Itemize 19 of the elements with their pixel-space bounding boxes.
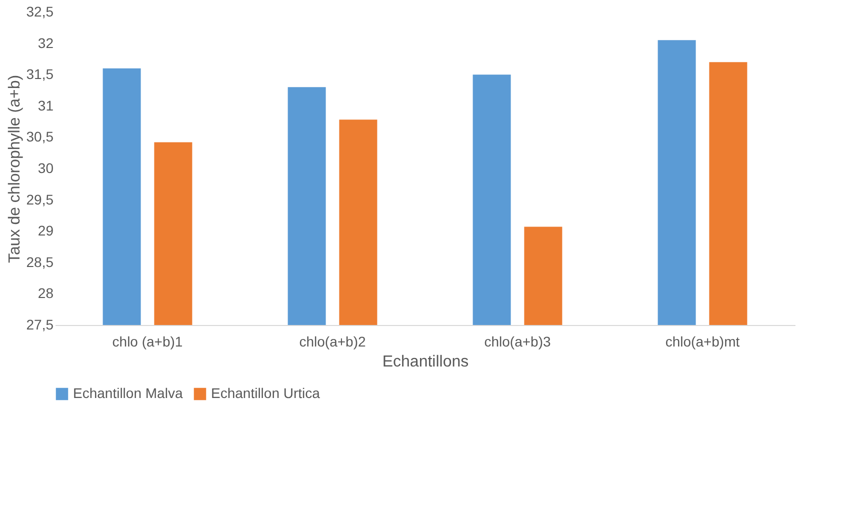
x-tick-label: chlo(a+b)2	[299, 334, 366, 350]
y-tick-label: 29	[38, 222, 54, 239]
y-tick-label: 31,5	[26, 66, 54, 82]
legend-label: Echantillon Urtica	[211, 385, 320, 401]
x-axis-title: Echantillons	[382, 354, 469, 370]
y-tick-label: 28,5	[26, 254, 54, 270]
legend-label: Echantillon Malva	[73, 385, 183, 401]
x-tick-label: chlo(a+b)mt	[665, 334, 740, 350]
y-tick-label: 30,5	[26, 128, 54, 145]
y-tick-label: 27,5	[26, 316, 54, 332]
y-tick-label: 31	[38, 97, 54, 114]
y-tick-label: 30	[38, 160, 54, 176]
y-tick-label: 32,5	[26, 4, 54, 20]
y-tick-label: 29,5	[26, 191, 54, 208]
y-tick-label: 32	[38, 34, 54, 51]
y-tick-label: 28	[38, 285, 54, 302]
y-axis-title: Taux de chlorophylle (a+b)	[6, 74, 24, 264]
x-tick-label: chlo (a+b)1	[112, 334, 183, 350]
x-tick-label: chlo(a+b)3	[484, 334, 551, 350]
